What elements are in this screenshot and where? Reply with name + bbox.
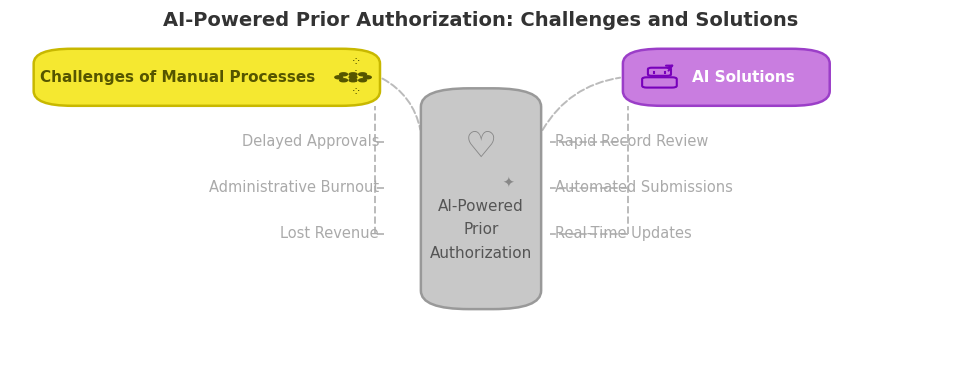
- Text: ✦: ✦: [502, 177, 513, 191]
- Text: AI-Powered Prior Authorization: Challenges and Solutions: AI-Powered Prior Authorization: Challeng…: [163, 11, 798, 30]
- Circle shape: [339, 79, 347, 82]
- FancyBboxPatch shape: [420, 88, 540, 309]
- Circle shape: [349, 73, 357, 76]
- Text: Rapid Record Review: Rapid Record Review: [554, 134, 707, 149]
- FancyBboxPatch shape: [34, 49, 380, 106]
- Text: Automated Submissions: Automated Submissions: [554, 180, 732, 195]
- Text: AI Solutions: AI Solutions: [692, 70, 794, 85]
- Text: Challenges of Manual Processes: Challenges of Manual Processes: [40, 70, 315, 85]
- Text: Delayed Approvals: Delayed Approvals: [241, 134, 379, 149]
- Circle shape: [349, 79, 357, 82]
- Circle shape: [358, 73, 366, 76]
- Circle shape: [334, 76, 342, 79]
- Text: ♡: ♡: [464, 130, 497, 164]
- FancyBboxPatch shape: [622, 49, 828, 106]
- Text: Lost Revenue: Lost Revenue: [280, 226, 379, 241]
- Text: ⁘
 ⁛ 
⁘: ⁘ ⁛ ⁘: [347, 56, 364, 99]
- Circle shape: [358, 79, 366, 82]
- Text: Real-Time Updates: Real-Time Updates: [554, 226, 691, 241]
- Circle shape: [339, 73, 347, 76]
- Circle shape: [349, 76, 357, 79]
- Text: AI-Powered
Prior
Authorization: AI-Powered Prior Authorization: [430, 199, 531, 261]
- Circle shape: [363, 76, 371, 79]
- Text: Administrative Burnout: Administrative Burnout: [209, 180, 379, 195]
